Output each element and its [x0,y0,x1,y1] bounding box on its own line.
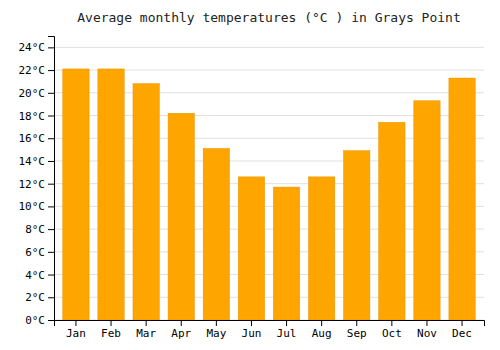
bar [449,78,475,320]
y-tick-label: 0°C [25,314,45,327]
y-tick: 4°C [25,269,54,282]
x-tick-mark [356,320,357,326]
y-tick-mark [48,116,54,117]
y-tick-label: 8°C [25,223,45,236]
x-tick-label: Mar [136,327,156,340]
y-tick: 14°C [19,155,55,168]
bar [344,151,370,320]
y-tick-label: 20°C [19,87,46,100]
y-axis: 0°C 2°C 4°C 6°C 8°C 10°C 12°C 14°C 16°C 18°C 20°C 2… [19,37,55,328]
x-tick-mark [216,320,217,326]
y-tick-label: 18°C [19,110,46,123]
x-tick-label: Feb [101,327,121,340]
y-tick: 18°C [19,110,55,123]
y-tick-label: 6°C [25,246,45,259]
x-tick-label: May [206,327,226,340]
x-tick-mark [391,320,392,326]
y-tick: 2°C [25,291,54,304]
y-tick-mark [48,47,54,48]
bar [133,84,159,320]
plot: 0°C 2°C 4°C 6°C 8°C 10°C 12°C 14°C 16°C 18°C 20°C 2… [19,37,485,340]
y-tick-mark [48,93,54,94]
y-tick-mark [48,275,54,276]
bar [168,113,194,320]
x-tick-mark [286,320,287,326]
x-tick-label: Apr [171,327,191,340]
y-tick: 22°C [19,64,55,77]
y-tick: 12°C [19,178,55,191]
bar [238,177,264,320]
y-tick-label: 2°C [25,291,45,304]
y-tick-label: 4°C [25,269,45,282]
y-tick-mark [48,297,54,298]
x-tick-label: Jul [277,327,297,340]
x-tick: Nov [417,320,437,340]
y-tick: 6°C [25,246,54,259]
x-tick: Oct [382,320,402,340]
x-tick: Aug [312,320,332,340]
y-tick: 24°C [19,41,55,54]
x-tick-label: Sep [347,327,367,340]
y-tick-label: 24°C [19,41,46,54]
x-tick-mark [462,320,463,326]
x-tick: Apr [171,320,191,340]
y-tick-mark [48,320,54,321]
y-tick: 16°C [19,132,55,145]
y-tick: 10°C [19,200,55,213]
bars [63,69,475,320]
x-tick: Feb [101,320,121,340]
chart: 0°C 2°C 4°C 6°C 8°C 10°C 12°C 14°C 16°C 18°C 20°C 2… [0,0,500,350]
y-tick-mark [48,70,54,71]
y-tick-mark [48,161,54,162]
y-axis-line [48,37,55,321]
x-tick-label: Aug [312,327,332,340]
x-tick: Jun [242,320,262,340]
x-tick-mark [111,320,112,326]
x-tick-mark [75,320,76,326]
x-tick: Sep [347,320,367,340]
y-tick: 0°C [25,314,54,327]
y-tick-mark [48,252,54,253]
x-tick-mark [321,320,322,326]
x-tick-label: Oct [382,327,402,340]
bar [273,187,299,320]
grid [54,47,484,320]
y-tick-label: 22°C [19,64,46,77]
x-tick-label: Jun [242,327,262,340]
bar [63,69,89,320]
x-tick: Jul [277,320,297,340]
x-tick-label: Nov [417,327,437,340]
bar [308,177,334,320]
grid-line [54,47,484,48]
x-tick-mark [251,320,252,326]
x-tick-mark [426,320,427,326]
x-tick: Jan [66,320,86,340]
bar [414,101,440,320]
y-tick-mark [48,138,54,139]
y-tick-mark [48,184,54,185]
x-tick: May [206,320,226,340]
x-tick-mark [146,320,147,326]
y-tick: 20°C [19,87,55,100]
y-tick-label: 16°C [19,132,46,145]
y-tick-label: 12°C [19,178,46,191]
y-tick-label: 14°C [19,155,46,168]
x-tick-label: Dec [452,327,472,340]
y-tick-mark [48,206,54,207]
x-tick: Mar [136,320,156,340]
x-tick-mark [181,320,182,326]
x-tick: Dec [452,320,472,340]
bar [98,69,124,320]
bar [379,122,405,320]
y-tick-mark [48,229,54,230]
x-tick-label: Jan [66,327,86,340]
x-axis-line [55,321,485,327]
x-axis: Jan Feb Mar Apr May Jun Jul Aug Sep Oct Nov Dec [55,320,485,340]
y-tick: 8°C [25,223,54,236]
y-tick-label: 10°C [19,200,46,213]
title: Average monthly temperatures (°C ) in Gr… [77,10,461,25]
bar [203,148,229,320]
